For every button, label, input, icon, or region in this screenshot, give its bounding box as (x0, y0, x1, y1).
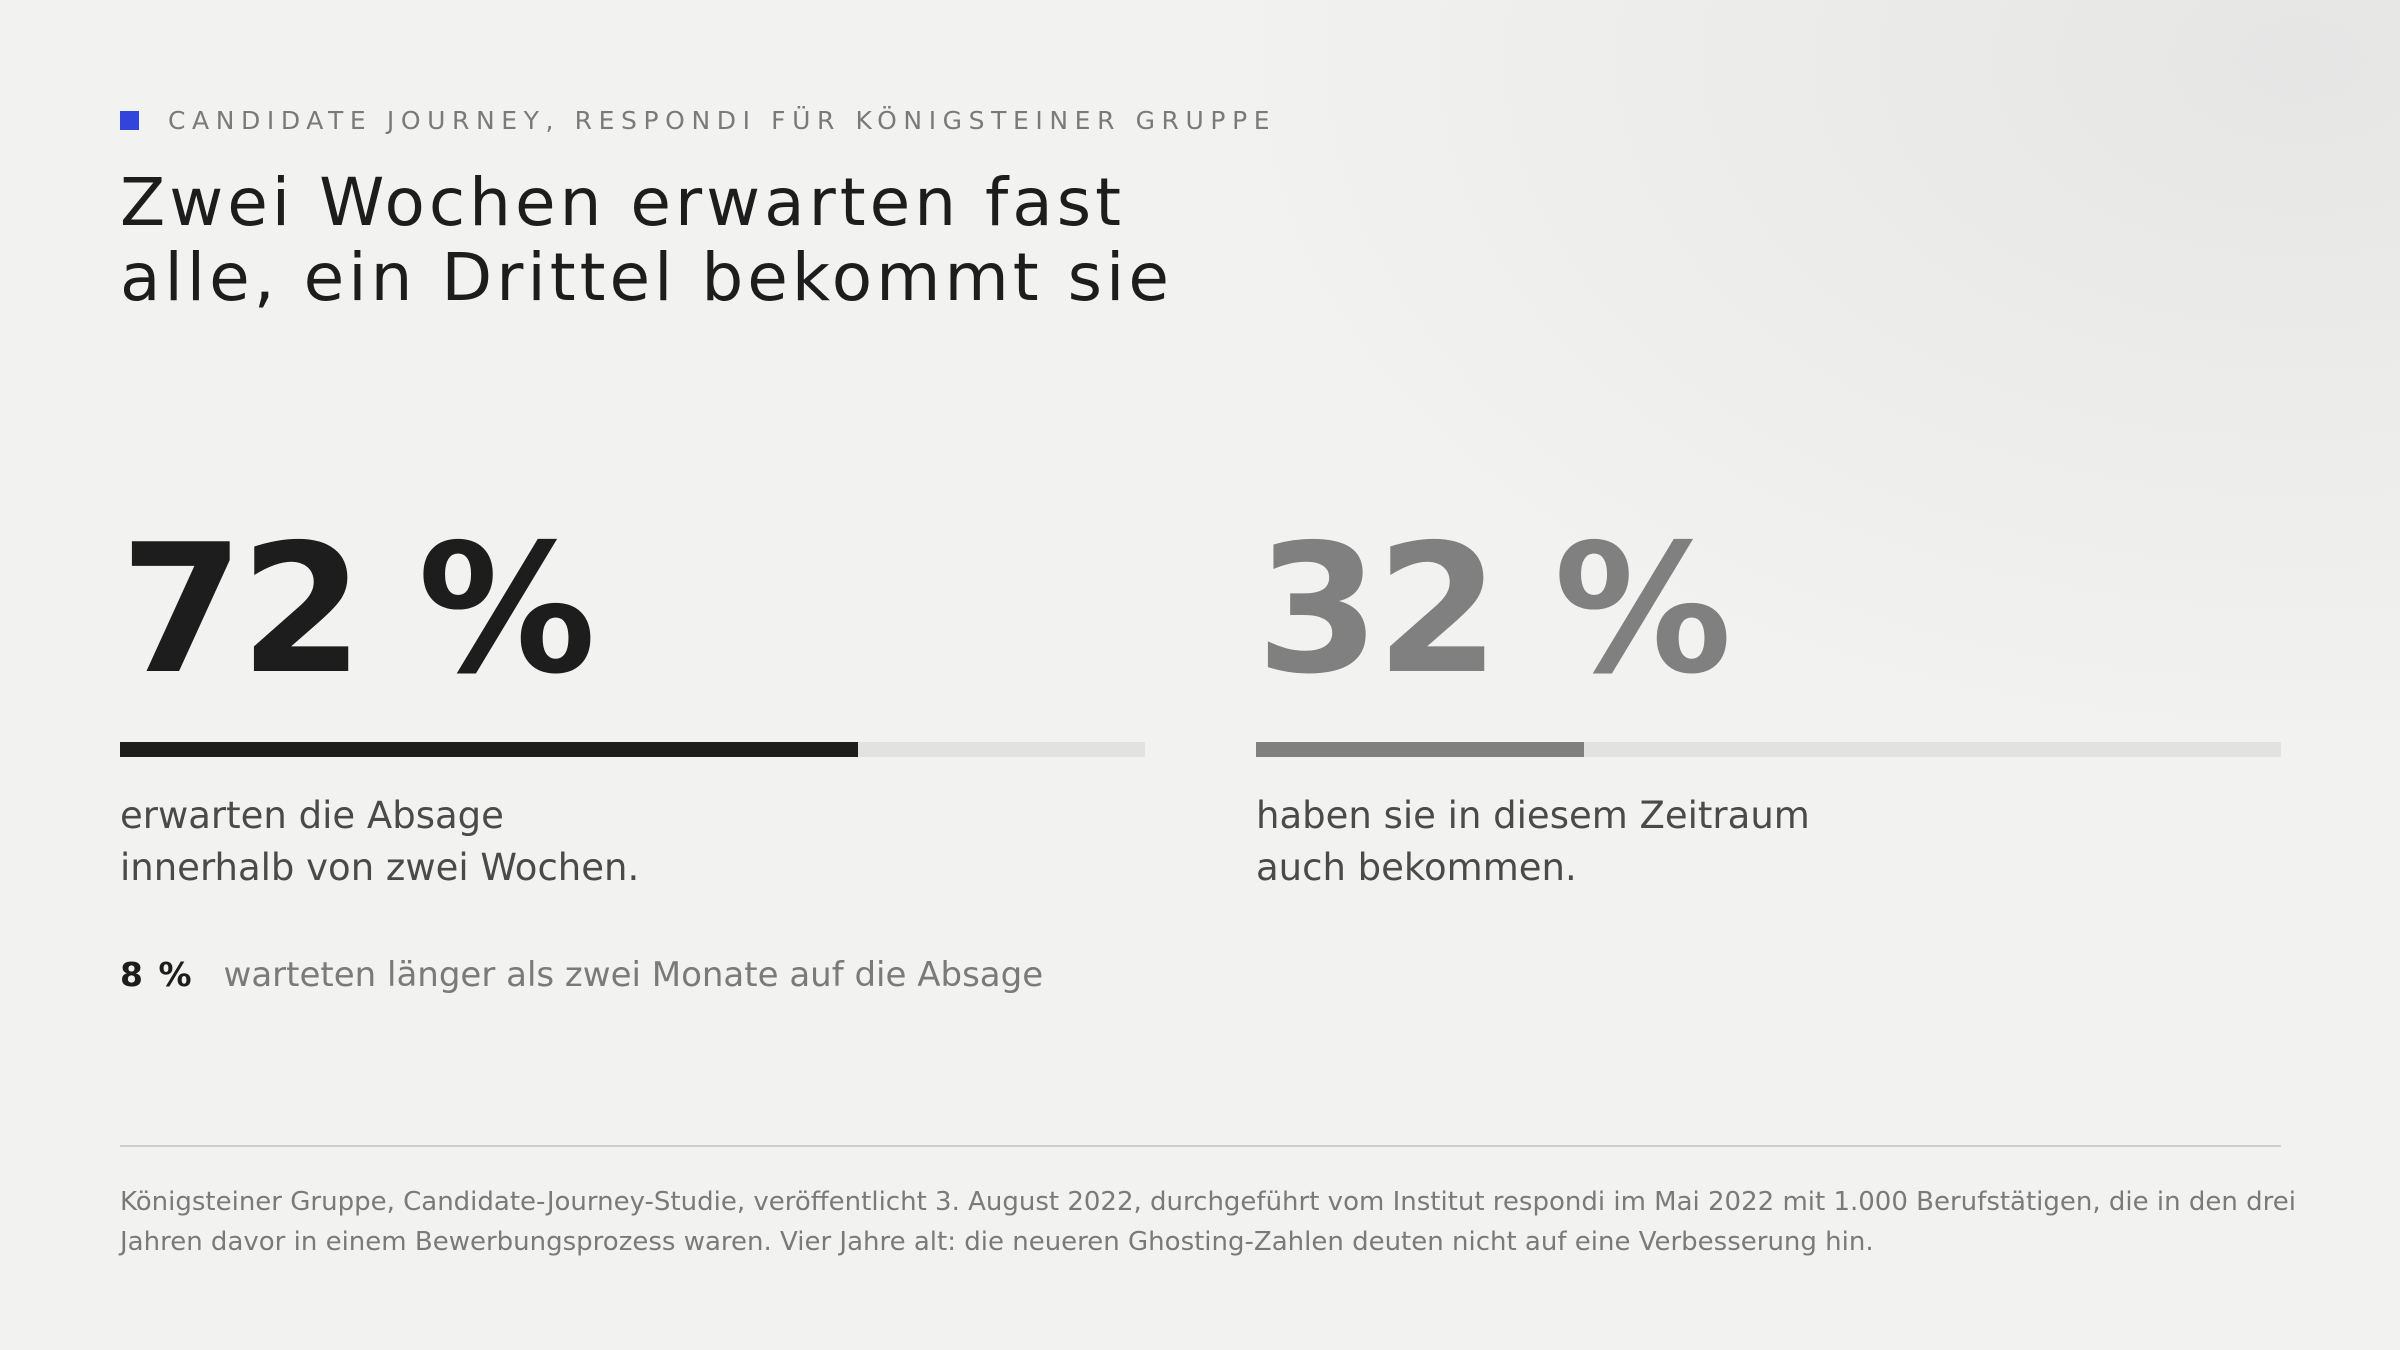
stat-received-caption: haben sie in diesem Zeitraum auch bekomm… (1256, 790, 1810, 894)
stat-expected-caption: erwarten die Absage innerhalb von zwei W… (120, 790, 639, 894)
title-line-1: Zwei Wochen erwarten fast (120, 164, 1125, 241)
kicker: CANDIDATE JOURNEY, RESPONDI FÜR KÖNIGSTE… (120, 106, 1276, 135)
stat-expected-caption-line-1: erwarten die Absage (120, 794, 504, 837)
divider (120, 1145, 2281, 1147)
stat-received-caption-line-2: auch bekommen. (1256, 846, 1577, 889)
page-title: Zwei Wochen erwarten fast alle, ein Drit… (120, 165, 1420, 315)
stat-received-bar-track (1256, 742, 2281, 757)
stat-expected-caption-line-2: innerhalb von zwei Wochen. (120, 846, 640, 889)
source-line-2: Jahren davor in einem Bewerbungsprozess … (120, 1227, 1874, 1257)
source-note: Königsteiner Gruppe, Candidate-Journey-S… (120, 1182, 2296, 1262)
source-line-1: Königsteiner Gruppe, Candidate-Journey-S… (120, 1187, 2296, 1217)
stat-received-caption-line-1: haben sie in diesem Zeitraum (1256, 794, 1810, 837)
stat-expected-value: 72 % (120, 506, 596, 713)
stat-expected-bar-track (120, 742, 1145, 757)
kicker-text: CANDIDATE JOURNEY, RESPONDI FÜR KÖNIGSTE… (168, 106, 1277, 135)
stat-expected: 72 % erwarten die Absage innerhalb von z… (120, 506, 1145, 889)
stat-received-value: 32 % (1256, 506, 1732, 713)
stat-expected-bar-fill (120, 742, 858, 757)
stat-received-bar-fill (1256, 742, 1584, 757)
annotation-value: 8 % (120, 955, 194, 994)
annotation-note: 8 % warteten länger als zwei Monate auf … (120, 955, 1043, 995)
annotation-text: warteten länger als zwei Monate auf die … (223, 955, 1044, 995)
stat-received: 32 % haben sie in diesem Zeitraum auch b… (1256, 506, 2281, 889)
accent-square-icon (120, 111, 139, 130)
title-line-2: alle, ein Drittel bekommt sie (120, 239, 1173, 316)
